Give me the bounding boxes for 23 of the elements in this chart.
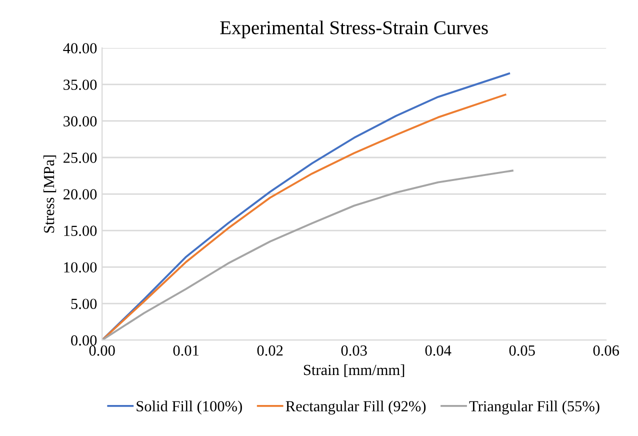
legend-label: Solid Fill (100%) bbox=[136, 400, 242, 415]
y-tick-label: 30.00 bbox=[64, 116, 97, 127]
y-tick-label: 5.00 bbox=[71, 298, 97, 310]
line-series bbox=[102, 170, 514, 340]
y-tick-label: 10.00 bbox=[64, 262, 97, 273]
x-tick-label: 0.02 bbox=[257, 345, 283, 356]
y-tick-label: 40.00 bbox=[63, 43, 97, 54]
y-tick-label: 15.00 bbox=[64, 226, 97, 236]
y-tick-label: 25.00 bbox=[64, 152, 97, 164]
x-tick-label: 0.03 bbox=[341, 345, 367, 356]
x-axis-title: Strain [mm/mm] bbox=[304, 364, 404, 377]
chart-title: Experimental Stress-Strain Curves bbox=[220, 20, 488, 38]
y-tick-label: 0.00 bbox=[71, 335, 97, 346]
x-tick-label: 0.01 bbox=[173, 345, 199, 356]
legend-label: Rectangular Fill (92%) bbox=[286, 400, 426, 415]
x-tick-label: 0.00 bbox=[89, 345, 115, 356]
y-tick-label: 35.00 bbox=[64, 80, 97, 90]
x-tick-label: 0.06 bbox=[593, 345, 620, 356]
legend-label: Triangular Fill (55%) bbox=[469, 400, 600, 415]
x-tick-label: 0.05 bbox=[509, 345, 535, 356]
y-axis-title: Stress [MPa] bbox=[43, 155, 56, 233]
y-tick-label: 20.00 bbox=[64, 189, 97, 200]
x-tick-label: 0.04 bbox=[425, 345, 452, 356]
